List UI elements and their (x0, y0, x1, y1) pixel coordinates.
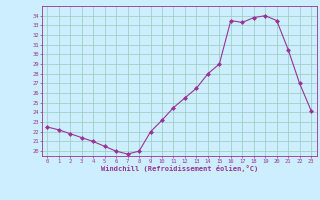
X-axis label: Windchill (Refroidissement éolien,°C): Windchill (Refroidissement éolien,°C) (100, 165, 258, 172)
